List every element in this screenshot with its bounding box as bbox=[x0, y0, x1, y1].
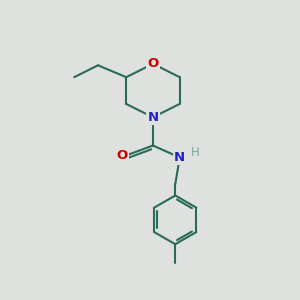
Text: N: N bbox=[174, 151, 185, 164]
Text: N: N bbox=[147, 111, 158, 124]
Text: H: H bbox=[191, 146, 200, 159]
Text: O: O bbox=[147, 57, 159, 70]
Text: O: O bbox=[117, 149, 128, 162]
